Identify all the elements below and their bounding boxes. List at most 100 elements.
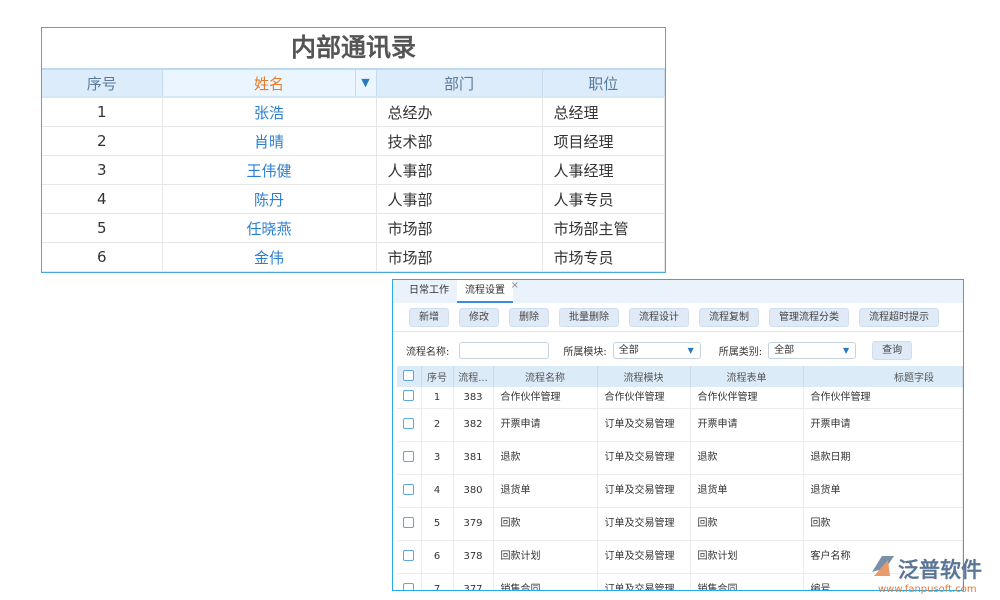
toolbar-button[interactable]: 流程超时提示 bbox=[859, 307, 939, 327]
cell-module: 订单及交易管理 bbox=[597, 474, 691, 508]
table-row[interactable]: 5 379 回款 订单及交易管理 回款 回款 bbox=[397, 507, 963, 541]
row-checkbox[interactable] bbox=[397, 441, 422, 475]
table-row[interactable]: 4 380 退货单 订单及交易管理 退货单 退货单 bbox=[397, 474, 963, 508]
tab-daily-work[interactable]: 日常工作 bbox=[409, 285, 449, 296]
table-row[interactable]: 5 任晓燕 市场部 市场部主管 bbox=[42, 213, 665, 243]
row-checkbox[interactable] bbox=[397, 408, 422, 442]
cell-index: 6 bbox=[421, 540, 454, 574]
cell-index: 1 bbox=[42, 97, 163, 127]
cell-id: 382 bbox=[453, 408, 494, 442]
cell-form: 回款 bbox=[690, 507, 804, 541]
cell-index: 3 bbox=[421, 441, 454, 475]
toolbar-button[interactable]: 批量删除 bbox=[559, 307, 619, 327]
tab-workflow-settings[interactable]: 流程设置 × bbox=[457, 280, 519, 303]
cell-module: 合作伙伴管理 bbox=[597, 387, 691, 409]
cell-index: 2 bbox=[421, 408, 454, 442]
col-dept[interactable]: 部门 bbox=[376, 70, 543, 98]
col-name[interactable]: 姓名 ▼ bbox=[162, 70, 377, 98]
chevron-down-icon: ▼ bbox=[842, 345, 850, 355]
cell-flow-name: 销售合同 bbox=[493, 573, 598, 590]
tab-bar: 日常工作 流程设置 × bbox=[393, 280, 963, 303]
close-icon[interactable]: × bbox=[510, 280, 519, 291]
toolbar-button[interactable]: 管理流程分类 bbox=[769, 307, 849, 327]
workflow-table: 序号 流程... 流程名称 流程模块 流程表单 标题字段 1 383 合作伙伴管理合… bbox=[397, 366, 963, 590]
cell-name[interactable]: 任晓燕 bbox=[162, 213, 377, 243]
cell-module: 订单及交易管理 bbox=[597, 408, 691, 442]
cell-dept: 市场部 bbox=[376, 213, 543, 243]
col-index[interactable]: 序号 bbox=[42, 70, 163, 98]
toolbar-button[interactable]: 流程设计 bbox=[629, 307, 689, 327]
category-label: 所属类别: bbox=[718, 346, 763, 358]
cell-module: 订单及交易管理 bbox=[597, 441, 691, 475]
svg-text:泛普软件: 泛普软件 bbox=[898, 558, 982, 582]
cell-index: 6 bbox=[42, 242, 163, 272]
cell-id: 380 bbox=[453, 474, 494, 508]
col-id[interactable]: 流程... bbox=[453, 366, 494, 387]
cell-id: 377 bbox=[453, 573, 494, 590]
col-module[interactable]: 流程模块 bbox=[597, 366, 691, 387]
toolbar-button[interactable]: 新增 bbox=[409, 307, 449, 327]
row-checkbox[interactable] bbox=[397, 573, 422, 590]
name-label: 流程名称: bbox=[406, 346, 450, 358]
row-checkbox[interactable] bbox=[397, 387, 422, 409]
table-row[interactable]: 6 金伟 市场部 市场专员 bbox=[42, 242, 665, 272]
cell-position: 人事经理 bbox=[542, 155, 665, 185]
table-row[interactable]: 3 王伟健 人事部 人事经理 bbox=[42, 155, 665, 185]
cell-form: 退货单 bbox=[690, 474, 804, 508]
toolbar-button[interactable]: 修改 bbox=[459, 307, 499, 327]
table-row[interactable]: 1 张浩 总经办 总经理 bbox=[42, 97, 665, 127]
table-row[interactable]: 1 383 合作伙伴管理 合作伙伴管理 合作伙伴管理 合作伙伴管理 bbox=[397, 387, 963, 409]
cell-position: 人事专员 bbox=[542, 184, 665, 214]
select-all-checkbox[interactable] bbox=[397, 366, 422, 387]
col-position[interactable]: 职位 bbox=[542, 70, 665, 98]
cell-dept: 人事部 bbox=[376, 184, 543, 214]
col-title-field[interactable]: 标题字段 bbox=[803, 366, 963, 387]
toolbar-button[interactable]: 删除 bbox=[509, 307, 549, 327]
tab-label: 流程设置 bbox=[465, 285, 505, 296]
cell-index: 3 bbox=[42, 155, 163, 185]
row-checkbox[interactable] bbox=[397, 540, 422, 574]
cell-dept: 市场部 bbox=[376, 242, 543, 272]
workflow-panel: 日常工作 流程设置 × 新增 修改 删除 批量删除 流程设计 流程复制 管理流程分类 流程超时提… bbox=[392, 279, 964, 591]
cell-flow-name: 开票申请 bbox=[493, 408, 598, 442]
cell-name[interactable]: 陈丹 bbox=[162, 184, 377, 214]
query-button[interactable]: 查询 bbox=[872, 340, 913, 360]
name-input[interactable] bbox=[459, 341, 550, 359]
cell-id: 381 bbox=[453, 441, 494, 475]
cell-name[interactable]: 金伟 bbox=[162, 242, 377, 272]
dropdown-arrow-icon[interactable]: ▼ bbox=[354, 70, 376, 96]
row-checkbox[interactable] bbox=[397, 507, 422, 541]
col-name-label: 姓名 bbox=[253, 74, 284, 93]
table-row[interactable]: 2 382 开票申请 订单及交易管理 开票申请 开票申请 bbox=[397, 408, 963, 442]
cell-title-field: 合作伙伴管理 bbox=[803, 387, 963, 409]
cell-index: 4 bbox=[421, 474, 454, 508]
cell-position: 市场专员 bbox=[542, 242, 665, 272]
cell-name[interactable]: 张浩 bbox=[162, 97, 377, 127]
cell-name[interactable]: 王伟健 bbox=[162, 155, 377, 185]
module-select[interactable]: 全部 ▼ bbox=[612, 341, 701, 359]
cell-form: 开票申请 bbox=[690, 408, 804, 442]
col-index[interactable]: 序号 bbox=[421, 366, 454, 387]
table-row[interactable]: 6 378 回款计划 订单及交易管理 回款计划 客户名称 bbox=[397, 540, 963, 574]
chevron-down-icon: ▼ bbox=[687, 345, 694, 355]
cell-id: 378 bbox=[453, 540, 494, 574]
toolbar-button[interactable]: 流程复制 bbox=[699, 307, 759, 327]
table-row[interactable]: 4 陈丹 人事部 人事专员 bbox=[42, 184, 665, 214]
category-select[interactable]: 全部 ▼ bbox=[768, 341, 857, 359]
svg-text:www.fanpusoft.com: www.fanpusoft.com bbox=[878, 584, 977, 595]
col-form[interactable]: 流程表单 bbox=[690, 366, 804, 387]
directory-title: 内部通讯录 bbox=[42, 28, 665, 70]
cell-dept: 人事部 bbox=[376, 155, 543, 185]
cell-flow-name: 退款 bbox=[493, 441, 598, 475]
cell-name[interactable]: 肖晴 bbox=[162, 126, 377, 156]
table-row[interactable]: 3 381 退款 订单及交易管理 退款 退款日期 bbox=[397, 441, 963, 475]
cell-title-field: 退款日期 bbox=[803, 441, 963, 475]
cell-form: 回款计划 bbox=[690, 540, 804, 574]
table-row[interactable]: 2 肖晴 技术部 项目经理 bbox=[42, 126, 665, 156]
cell-module: 订单及交易管理 bbox=[597, 540, 691, 574]
col-flow-name[interactable]: 流程名称 bbox=[493, 366, 598, 387]
directory-panel: 内部通讯录 序号 姓名 ▼ 部门 职位 1 张浩 总经办 总经理 2 肖晴 技术部 项目经理 3 王… bbox=[41, 27, 666, 273]
category-value: 全部 bbox=[774, 344, 795, 356]
table-row[interactable]: 7 377 销售合同 订单及交易管理 销售合同 编号 bbox=[397, 573, 963, 590]
row-checkbox[interactable] bbox=[397, 474, 422, 508]
